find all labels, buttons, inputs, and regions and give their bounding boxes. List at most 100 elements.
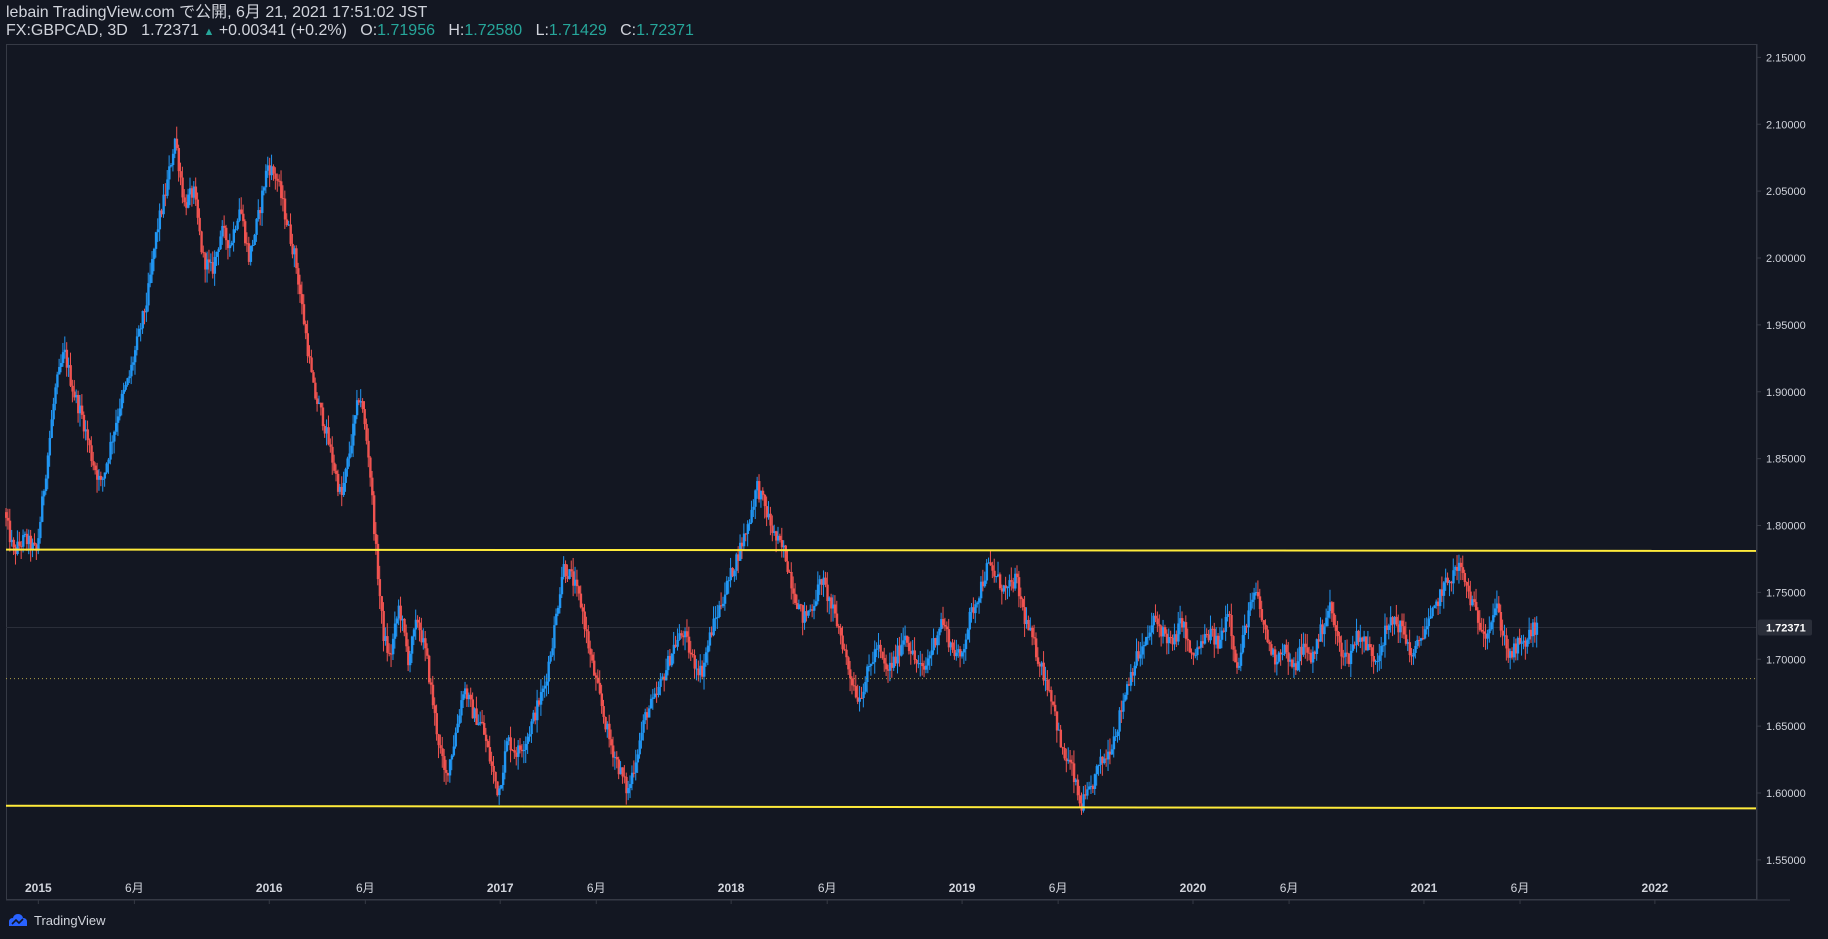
candle-up <box>1311 651 1315 663</box>
candle-up <box>213 256 217 274</box>
candle-down <box>1401 620 1404 627</box>
level-lines[interactable] <box>5 548 1757 810</box>
candle-up <box>97 475 101 480</box>
last-price-label: 1.72371 <box>1766 623 1806 635</box>
price-tick-label: 1.85000 <box>1766 454 1806 466</box>
candle-up <box>236 220 239 230</box>
candle-up <box>1110 749 1114 755</box>
candle-down <box>921 663 924 667</box>
tradingview-logo-icon[interactable] <box>6 913 28 927</box>
candle-down <box>915 659 918 664</box>
candle-up <box>1399 620 1402 633</box>
candle-down <box>1169 637 1173 639</box>
candle-up <box>672 644 676 654</box>
candle-down <box>496 781 499 796</box>
candle-down <box>29 535 33 550</box>
candle-down <box>71 385 74 392</box>
candle-down <box>847 657 850 670</box>
candle-up <box>352 423 355 446</box>
candle-up <box>1363 636 1366 642</box>
candle-down <box>1268 642 1271 645</box>
candle-down <box>1245 625 1248 628</box>
candle-up <box>832 604 835 609</box>
candle-up <box>759 490 763 500</box>
candle-up <box>1435 601 1438 606</box>
price-tick-label: 1.60000 <box>1766 788 1806 800</box>
candle-up <box>464 688 467 695</box>
candle-down <box>511 750 514 752</box>
candle-up <box>560 576 564 595</box>
candle-up <box>1416 639 1419 646</box>
candle-up <box>261 190 264 214</box>
price-axis[interactable]: 2.15000 2.10000 2.05000 2.00000 1.95000 1.900… <box>1757 52 1806 867</box>
time-axis[interactable]: 2015 6月 2016 6月 2017 6月 2018 6月 2019 6月 2020 6月 2021… <box>25 881 1669 904</box>
candle-down <box>1211 628 1214 630</box>
candle-up <box>1277 652 1281 662</box>
candle-up <box>325 427 328 434</box>
candle-up <box>1116 731 1119 737</box>
candle-up <box>287 224 291 226</box>
candle-down <box>374 534 378 544</box>
candle-up <box>642 720 645 733</box>
candle-down <box>335 470 338 474</box>
candle-up <box>1327 610 1330 618</box>
candle-down <box>5 512 8 518</box>
close-value: 1.72371 <box>636 22 694 39</box>
change-value: +0.00341 (+0.2%) <box>218 22 347 39</box>
candle-down <box>1065 758 1068 762</box>
candle-up <box>752 506 755 510</box>
resistance-line[interactable] <box>5 548 1757 552</box>
candle-up <box>1006 586 1009 589</box>
candle-up <box>638 740 641 755</box>
candle-up <box>1272 649 1275 655</box>
candle-up <box>892 656 896 668</box>
candle-up <box>44 478 48 492</box>
candle-down <box>596 677 600 683</box>
candle-up <box>1509 651 1512 658</box>
candle-down <box>1499 611 1503 631</box>
candle-up <box>1074 779 1078 783</box>
candle-up <box>1251 599 1254 602</box>
candle-up <box>257 210 260 220</box>
candle-up <box>350 445 353 454</box>
candle-up <box>105 463 108 473</box>
candle-down <box>1264 624 1267 630</box>
candle-up <box>676 639 679 647</box>
candle-down <box>604 716 607 730</box>
candle-down <box>285 219 289 226</box>
candle-up <box>797 604 801 610</box>
price-tick-label: 1.55000 <box>1766 855 1806 867</box>
candle-up <box>1452 570 1455 584</box>
symbol-label[interactable]: FX:GBPCAD, 3D <box>6 22 128 39</box>
candle-up <box>135 336 139 351</box>
support-line[interactable] <box>5 804 1757 810</box>
candle-up <box>704 652 708 663</box>
candle-down <box>492 765 495 772</box>
candle-down <box>795 603 799 610</box>
candle-down <box>160 210 163 215</box>
candle-down <box>8 520 12 543</box>
brand-label[interactable]: TradingView <box>34 912 106 928</box>
candle-down <box>778 535 782 541</box>
candle-down <box>1285 644 1288 653</box>
candle-down <box>879 644 882 652</box>
candle-down <box>1332 613 1336 626</box>
candle-up <box>524 743 528 750</box>
candle-up <box>562 564 566 577</box>
candle-down <box>1046 679 1049 691</box>
candle-down <box>441 748 444 757</box>
candle-up <box>156 229 160 233</box>
candle-down <box>538 700 541 705</box>
candle-up <box>412 629 416 637</box>
candle-down <box>416 619 420 623</box>
candle-up <box>238 209 241 221</box>
candle-down <box>243 221 247 244</box>
candle-down <box>959 649 962 657</box>
candle-up <box>1414 645 1417 653</box>
candle-down <box>1480 629 1484 632</box>
candle-down <box>12 539 15 548</box>
candle-up <box>1302 643 1305 655</box>
candle-up <box>1387 625 1391 630</box>
candle-down <box>211 262 215 274</box>
